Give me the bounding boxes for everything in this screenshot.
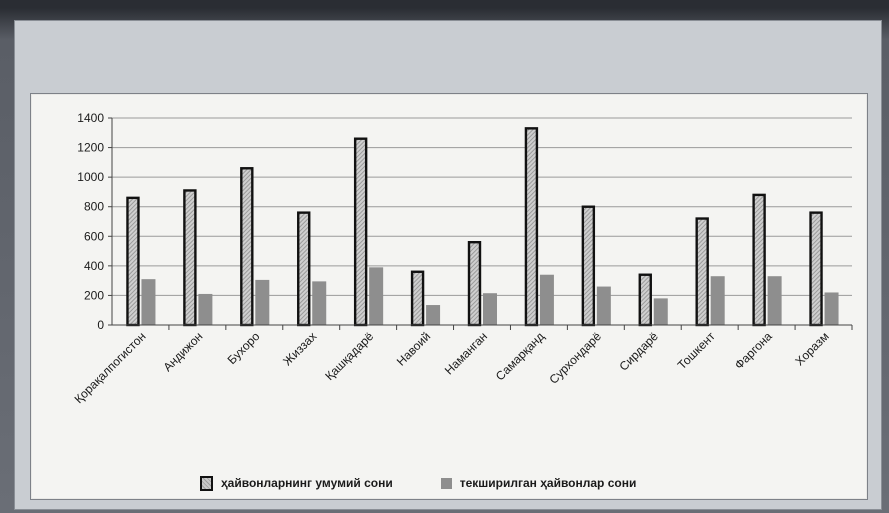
x-category-label: Сирдарё [616, 329, 661, 374]
bar-checked [198, 293, 213, 325]
y-tick-label: 1200 [77, 141, 104, 155]
bar-checked [426, 305, 441, 325]
bars [126, 127, 853, 330]
gridlines [112, 117, 852, 326]
x-category-label: Жиззах [280, 329, 319, 368]
y-tick-label: 200 [84, 288, 104, 302]
x-category-label: Бухоро [225, 329, 263, 367]
x-category-label: Навоий [394, 329, 433, 368]
x-category-label: Хоразм [792, 329, 831, 368]
x-category-label: Қорақалпогистон [72, 329, 149, 406]
legend-item-checked: текширилган ҳайвонлар сони [440, 476, 637, 490]
y-axis-ticks: 0 200 400 600 800 1000 1200 1400 [77, 111, 112, 332]
x-axis-labels: Қорақалпогистон Андижон Бухоро Жиззах Қашқад… [72, 329, 832, 406]
y-tick-label: 800 [84, 200, 104, 214]
x-category-label: Тошкент [675, 329, 718, 372]
x-category-label: Андижон [160, 329, 205, 374]
bar-checked [141, 279, 156, 325]
legend-label-total: ҳайвонларнинг умумий сони [221, 476, 393, 490]
bar-checked [767, 276, 782, 325]
bar-total [183, 189, 197, 327]
x-category-label: Наманган [442, 329, 490, 377]
bar-checked [653, 298, 668, 325]
legend-item-total: ҳайвонларнинг умумий сони [200, 475, 393, 491]
bar-checked [483, 293, 497, 325]
bar-total [809, 211, 823, 327]
x-category-label: Қашқадарё [322, 329, 376, 383]
legend-swatch-checked [440, 477, 452, 489]
x-category-label: Сурхондарё [547, 329, 605, 387]
bar-checked [312, 281, 327, 325]
legend-label-checked: текширилган ҳайвонлар сони [459, 476, 637, 490]
bar-checked [255, 279, 270, 325]
bar-checked [596, 286, 611, 325]
chart-panel [30, 93, 868, 500]
x-category-label: Фаргона [732, 329, 775, 372]
bar-checked [824, 292, 839, 325]
bar-checked [539, 274, 554, 325]
chart-legend: ҳайвонларнинг умумий сони текширилган ҳа… [200, 474, 636, 492]
bar-total [297, 211, 311, 327]
y-tick-label: 0 [97, 318, 104, 332]
bar-total [695, 217, 709, 327]
bar-total [410, 270, 425, 327]
x-category-label: Самарқанд [493, 329, 547, 383]
bar-total [752, 193, 766, 327]
bar-total [353, 137, 368, 327]
bar-checked [710, 276, 725, 325]
bar-total [240, 167, 254, 327]
bar-total [638, 273, 652, 327]
bar-checked [369, 267, 384, 325]
y-tick-label: 1400 [77, 111, 104, 125]
bar-total [467, 240, 482, 327]
bar-total [581, 205, 596, 327]
y-tick-label: 400 [84, 259, 104, 273]
y-tick-label: 1000 [77, 170, 104, 184]
bar-total [126, 196, 140, 327]
legend-swatch-total [200, 475, 213, 491]
bar-total [524, 127, 539, 327]
y-tick-label: 600 [84, 229, 104, 243]
